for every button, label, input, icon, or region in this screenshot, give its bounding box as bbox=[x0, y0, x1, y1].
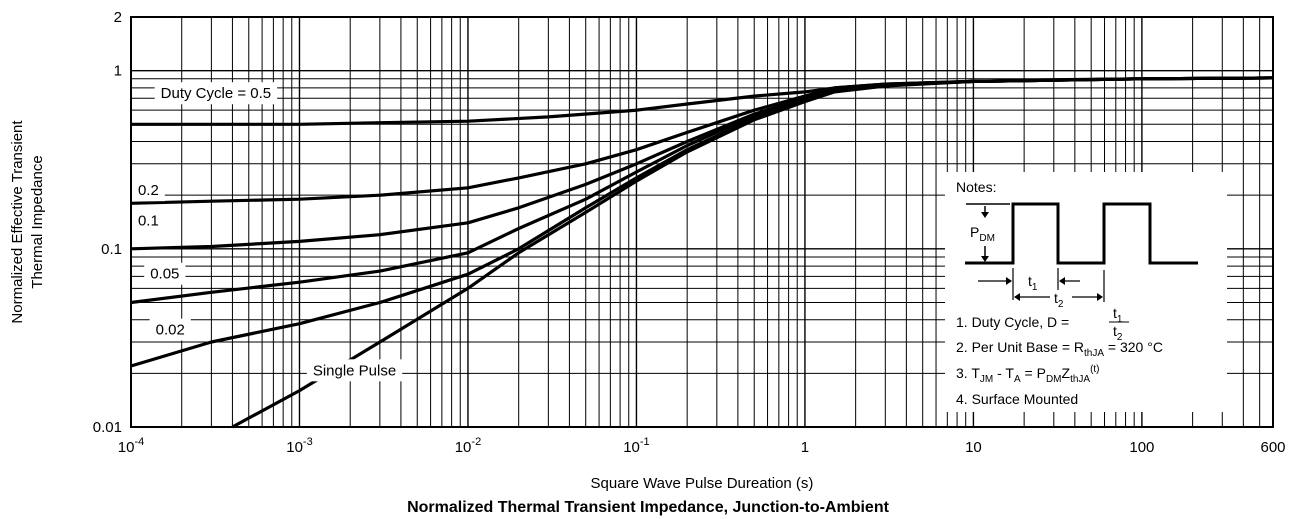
x-tick-label: 10-3 bbox=[286, 436, 312, 456]
series-label-bg-2 bbox=[131, 209, 165, 232]
x-tick-label: 10-2 bbox=[455, 436, 481, 456]
series-labels: Duty Cycle = 0.5 0.2 0.1 0.05 0.02 Single Pul… bbox=[131, 82, 403, 382]
note-4: 4. Surface Mounted bbox=[956, 391, 1078, 407]
x-tick-label: 600 bbox=[1260, 439, 1285, 456]
series-label-4: 0.02 bbox=[156, 322, 185, 339]
t2-arrow-head-left bbox=[1014, 293, 1020, 301]
t2-label: t2 bbox=[1054, 290, 1064, 310]
series-line-0 bbox=[131, 76, 1274, 126]
y-tick-label: 0.1 bbox=[101, 241, 122, 258]
series-label-bg-4 bbox=[149, 318, 191, 341]
x-tick-label: 10-1 bbox=[623, 436, 649, 456]
y-tick-label: 2 bbox=[114, 9, 122, 26]
t2-arrow-head-right bbox=[1097, 293, 1103, 301]
plot-frame bbox=[130, 16, 1274, 428]
chart-title: Normalized Thermal Transient Impedance, … bbox=[407, 499, 890, 516]
tick-labels: 10-4 10-3 10-2 10-1 1 10 100 600 0.01 0.1 1 2 bbox=[93, 9, 1286, 456]
x-tick-label: 100 bbox=[1129, 439, 1154, 456]
pdm-label: PDM bbox=[970, 224, 995, 244]
series-line-5 bbox=[231, 76, 1274, 429]
y-axis-label-line-1: Normalized Effective Transient bbox=[9, 120, 26, 324]
notes-box: Notes: PDM t1 t2 1. Duty Cycle, D = t1 t… bbox=[945, 172, 1227, 412]
t2-label-bg bbox=[1050, 290, 1072, 304]
series-label-0: Duty Cycle = 0.5 bbox=[161, 85, 271, 102]
series-label-5: Single Pulse bbox=[313, 362, 396, 379]
series-layer bbox=[130, 76, 1274, 429]
pdm-arrow-head-bottom bbox=[981, 256, 989, 262]
y-tick-label: 1 bbox=[114, 63, 122, 80]
notes-header: Notes: bbox=[956, 179, 996, 195]
t1-arrow-head-right bbox=[1059, 277, 1065, 285]
pulse-waveform bbox=[965, 202, 1198, 265]
series-label-2: 0.1 bbox=[138, 213, 159, 230]
y-tick-label: 0.01 bbox=[93, 419, 122, 436]
x-tick-label: 1 bbox=[801, 439, 809, 456]
x-tick-label: 10-4 bbox=[118, 436, 144, 456]
x-tick-label: 10 bbox=[965, 439, 982, 456]
series-label-3: 0.05 bbox=[150, 266, 179, 283]
notes-background bbox=[945, 172, 1227, 412]
note-1: 1. Duty Cycle, D = bbox=[956, 314, 1069, 330]
t1-label: t1 bbox=[1028, 273, 1038, 293]
pdm-arrow-head-top bbox=[981, 212, 989, 218]
note-2: 2. Per Unit Base = RthJA = 320 °C bbox=[956, 339, 1163, 359]
series-label-bg-3 bbox=[144, 262, 186, 285]
note-1-denominator: t2 bbox=[1113, 323, 1123, 343]
note-3: 3. TJM - TA = PDMZthJA(t) bbox=[956, 364, 1100, 385]
note-1-numerator: t1 bbox=[1113, 305, 1123, 325]
series-label-1: 0.2 bbox=[138, 182, 159, 199]
series-label-bg-1 bbox=[131, 179, 165, 202]
y-axis-label-line-2: Thermal Impedance bbox=[29, 155, 46, 288]
t1-arrow-head-left bbox=[1006, 277, 1012, 285]
series-label-bg-5 bbox=[306, 359, 403, 382]
x-axis-label: Square Wave Pulse Dureation (s) bbox=[591, 475, 814, 492]
series-label-bg-0 bbox=[154, 82, 278, 105]
